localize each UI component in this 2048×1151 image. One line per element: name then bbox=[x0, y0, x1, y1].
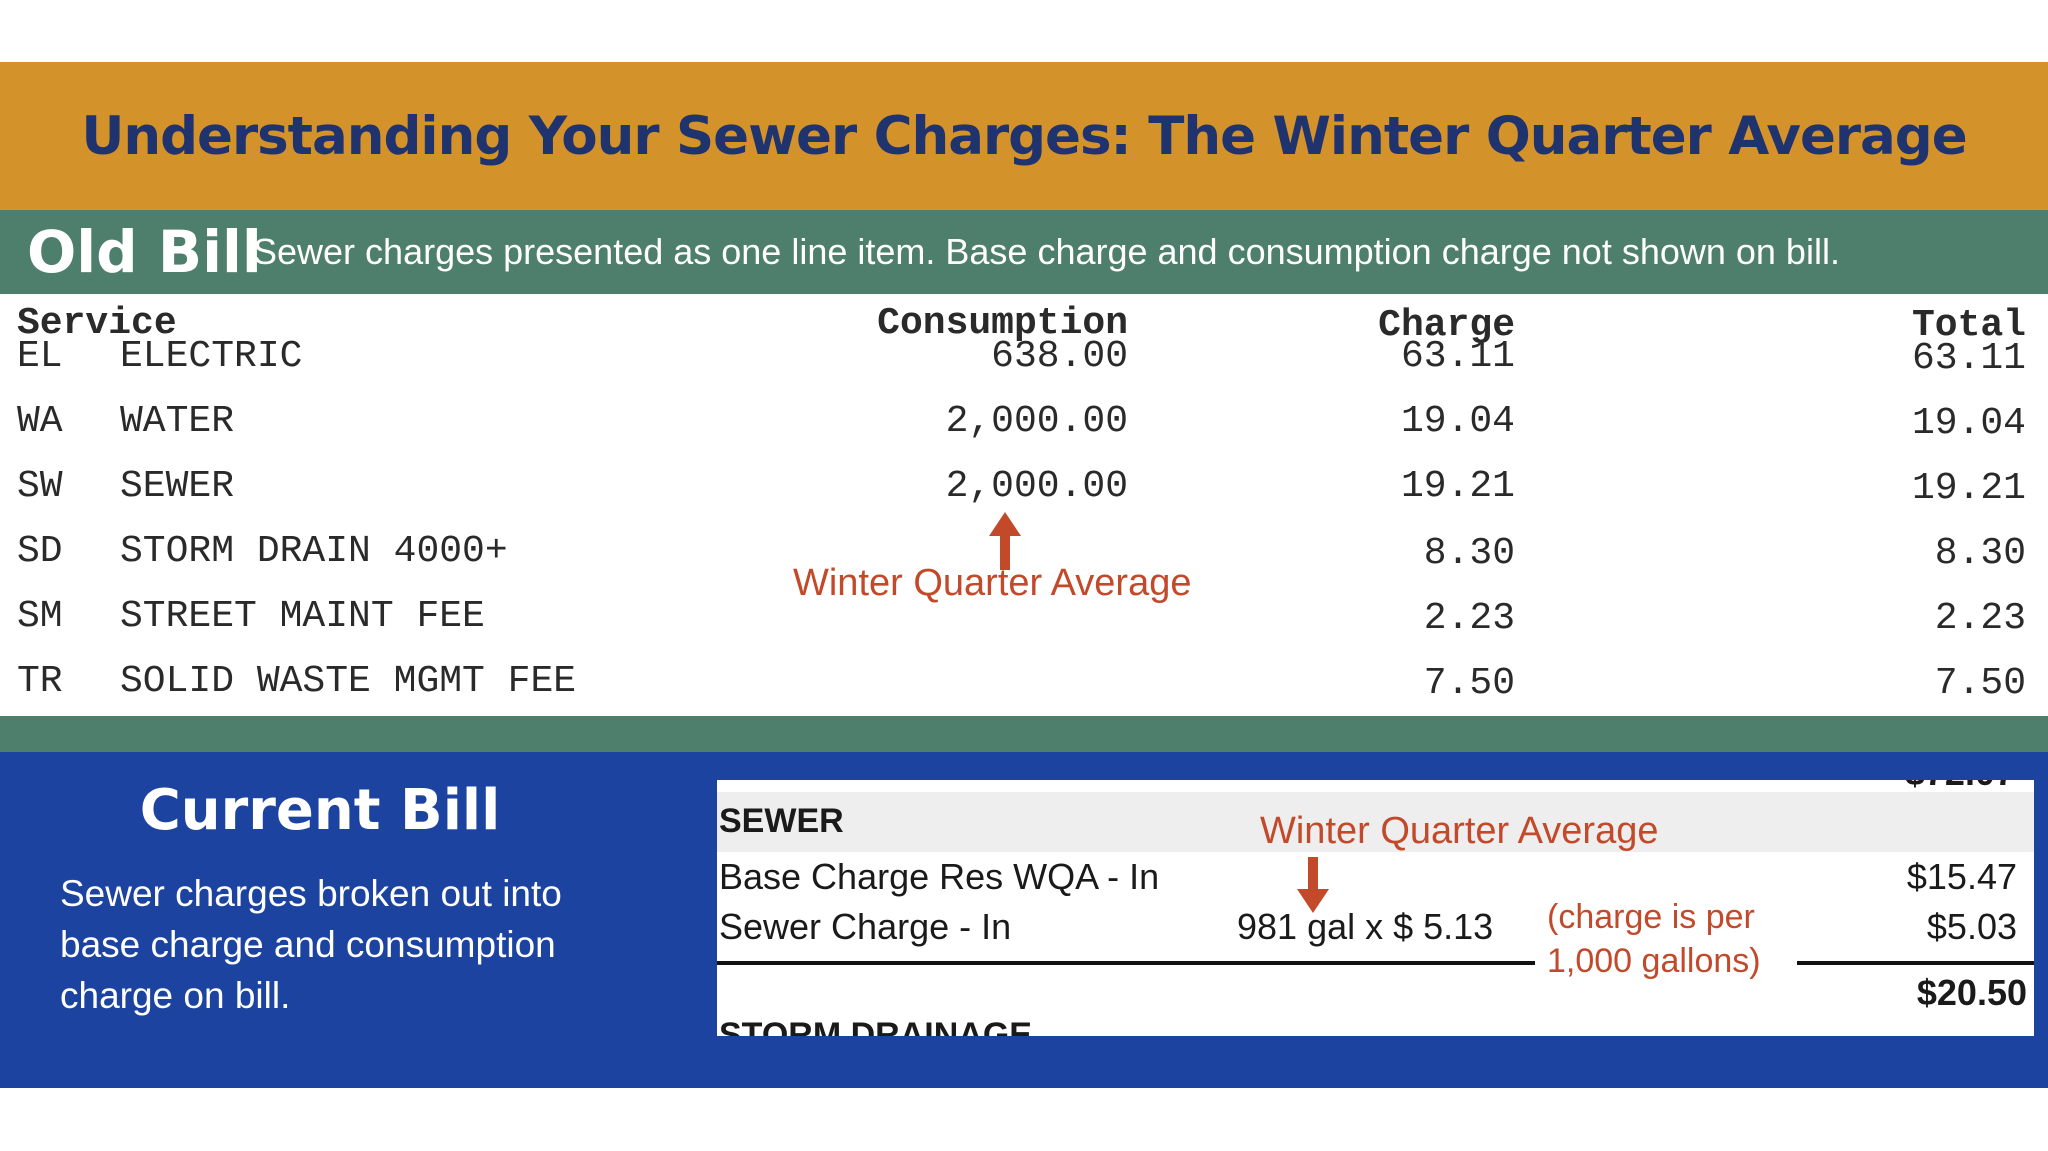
row-code: EL bbox=[17, 335, 63, 378]
sewer-charge-amount: $5.03 bbox=[1926, 906, 2017, 947]
base-charge-label: Base Charge Res WQA - In bbox=[719, 856, 1160, 897]
sewer-charge-calculation: 981 gal x $ 5.13 bbox=[1237, 906, 1494, 947]
row-code: TR bbox=[17, 660, 63, 703]
row-service: WATER bbox=[120, 400, 235, 443]
base-charge-amount: $15.47 bbox=[1906, 856, 2017, 897]
old-bill-header bbox=[0, 210, 2048, 294]
row-total: 63.11 bbox=[1911, 337, 2026, 380]
current-bill-annotation: Winter Quarter Average bbox=[1260, 810, 1659, 852]
section-divider bbox=[0, 716, 2048, 752]
sewer-charge-label: Sewer Charge - In bbox=[719, 906, 1012, 947]
row-code: SW bbox=[17, 465, 63, 508]
column-header-total: Total bbox=[1911, 304, 2026, 347]
row-charge: 8.30 bbox=[1423, 532, 1515, 575]
page-title: Understanding Your Sewer Charges: The Wi… bbox=[81, 105, 1967, 167]
row-consumption: 2,000.00 bbox=[945, 465, 1128, 508]
row-total: 7.50 bbox=[1934, 662, 2026, 705]
row-charge: 19.21 bbox=[1400, 465, 1515, 508]
row-total: 2.23 bbox=[1934, 597, 2026, 640]
row-service: SOLID WASTE MGMT FEE bbox=[120, 660, 577, 703]
current-bill-heading: Current Bill bbox=[139, 778, 501, 843]
old-bill-heading: Old Bill bbox=[27, 218, 262, 286]
row-consumption: 2,000.00 bbox=[945, 400, 1128, 443]
row-service: ELECTRIC bbox=[120, 335, 303, 378]
subtotal-rule bbox=[1797, 961, 2034, 965]
row-charge: 2.23 bbox=[1423, 597, 1515, 640]
row-code: WA bbox=[17, 400, 63, 443]
old-bill-description: Sewer charges presented as one line item… bbox=[253, 231, 1840, 272]
column-header-consumption: Consumption bbox=[877, 302, 1128, 345]
row-code: SD bbox=[17, 530, 63, 573]
section-storm-drainage: STORM DRAINAGE bbox=[719, 1016, 1032, 1036]
row-charge: 63.11 bbox=[1400, 335, 1515, 378]
row-service: STREET MAINT FEE bbox=[120, 595, 485, 638]
row-charge: 19.04 bbox=[1400, 400, 1515, 443]
row-total: 19.04 bbox=[1911, 402, 2026, 445]
row-charge: 7.50 bbox=[1423, 662, 1515, 705]
rate-note-line1: (charge is per bbox=[1547, 898, 1755, 936]
row-service: SEWER bbox=[120, 465, 235, 508]
arrow-down-icon bbox=[1297, 857, 1329, 913]
previous-total-cutoff: $72.07 bbox=[1897, 780, 2015, 794]
sewer-subtotal: $20.50 bbox=[1916, 972, 2027, 1013]
row-total: 8.30 bbox=[1934, 532, 2026, 575]
column-header-service: Service bbox=[17, 302, 177, 345]
rate-note-line2: 1,000 gallons) bbox=[1547, 942, 1761, 980]
section-sewer: SEWER bbox=[719, 802, 844, 840]
row-total: 19.21 bbox=[1911, 467, 2026, 510]
row-service: STORM DRAIN 4000+ bbox=[120, 530, 508, 573]
column-header-charge: Charge bbox=[1378, 304, 1515, 347]
section-band bbox=[717, 792, 2034, 852]
row-code: SM bbox=[17, 595, 63, 638]
current-bill-description: Sewer charges broken out into base charg… bbox=[60, 873, 562, 1016]
current-bill-excerpt: $72.07 SEWER Winter Quarter Average Base… bbox=[717, 780, 2034, 1036]
subtotal-rule bbox=[717, 961, 1535, 965]
arrow-up-icon bbox=[989, 512, 1021, 570]
title-banner bbox=[0, 62, 2048, 210]
row-consumption: 638.00 bbox=[991, 335, 1128, 378]
old-bill-annotation: Winter Quarter Average bbox=[793, 562, 1192, 604]
